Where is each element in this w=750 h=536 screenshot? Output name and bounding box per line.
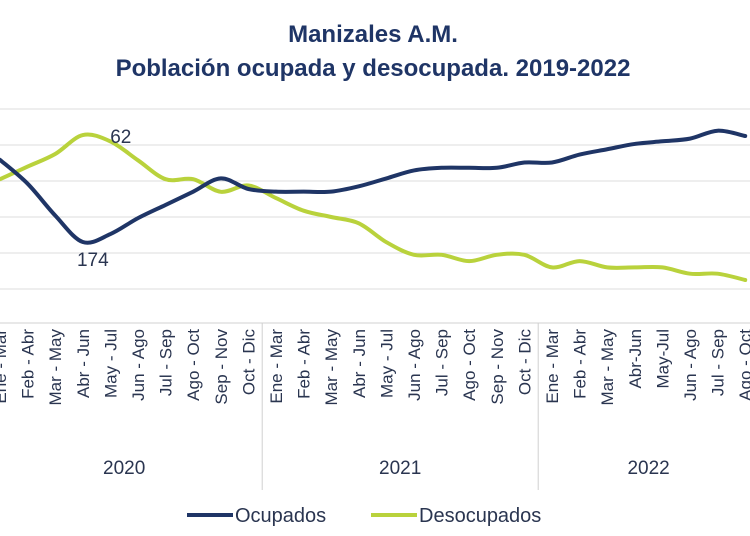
legend: Ocupados Desocupados — [187, 505, 541, 527]
data-label: 62 — [110, 127, 131, 148]
x-tick-label: May - Jul — [377, 329, 396, 398]
x-tick-label: Ago - Oct — [736, 329, 750, 401]
x-tick-label: Jun - Ago — [405, 329, 424, 401]
x-tick-label: Feb - Abr — [571, 329, 590, 399]
x-tick-label: Sep - Nov — [212, 329, 231, 405]
x-tick-label: Ene - Mar — [543, 329, 562, 404]
x-tick-label: May - Jul — [101, 329, 120, 398]
x-tick-label: Oct - Dic — [239, 329, 258, 396]
x-tick-label: Feb - Abr — [295, 329, 314, 399]
x-tick-label: Jul - Sep — [709, 329, 728, 396]
x-tick-label: Sep - Nov — [488, 329, 507, 405]
year-label: 2020 — [103, 458, 145, 479]
series-line-ocupados — [0, 128, 748, 245]
data-label: 174 — [77, 250, 109, 271]
x-tick-label: Ene - Mar — [0, 329, 10, 404]
x-tick-label: Abr - Jun — [74, 329, 93, 398]
x-tick-label: Ene - Mar — [267, 329, 286, 404]
x-tick-label: Ago - Oct — [460, 329, 479, 401]
series-layer — [0, 128, 748, 282]
x-tick-label: Mar - May — [46, 329, 65, 406]
chart-subtitle: Población ocupada y desocupada. 2019-202… — [116, 55, 631, 82]
year-label: 2022 — [627, 458, 669, 479]
x-tick-label: Jun - Ago — [129, 329, 148, 401]
year-dividers — [261, 323, 539, 490]
series-line-desocupados — [0, 132, 748, 282]
x-tick-label: Jun - Ago — [681, 329, 700, 401]
x-axis-ticks: Ene - Mar Feb - Abr Mar - May Abr - Jun May … — [0, 329, 750, 406]
x-tick-label: May-Jul — [653, 329, 672, 389]
x-tick-label: Mar - May — [322, 329, 341, 406]
year-label: 2021 — [379, 458, 421, 479]
x-tick-label: Jul - Sep — [433, 329, 452, 396]
x-tick-label: Mar - May — [598, 329, 617, 406]
x-tick-label: Abr-Jun — [626, 329, 645, 389]
data-labels: 174 62 — [77, 127, 131, 271]
x-tick-label: Ago - Oct — [184, 329, 203, 401]
x-tick-label: Abr - Jun — [350, 329, 369, 398]
x-tick-label: Feb - Abr — [19, 329, 38, 399]
year-labels: 2020 2021 2022 — [103, 458, 670, 479]
legend-label: Desocupados — [419, 505, 541, 527]
x-tick-label: Oct - Dic — [515, 329, 534, 396]
chart-title: Manizales A.M. — [288, 21, 458, 48]
legend-label: Ocupados — [235, 505, 326, 527]
x-tick-label: Jul - Sep — [157, 329, 176, 396]
